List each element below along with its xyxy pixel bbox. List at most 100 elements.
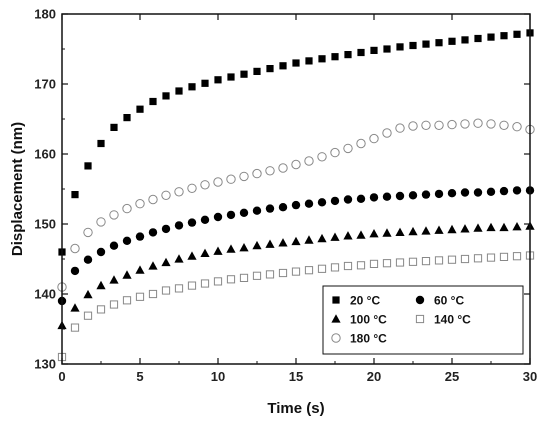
data-point [187,183,197,194]
data-point [460,188,470,197]
data-point [136,105,144,113]
data-point [487,33,495,41]
data-point [461,36,469,44]
data-point [252,168,262,179]
data-point [317,152,327,162]
data-point [70,323,80,332]
data-point [317,233,327,243]
y-tick-label: 170 [34,77,56,92]
data-point [305,57,313,65]
data-point [331,53,339,61]
x-tick-label: 20 [367,369,381,384]
data-point [408,121,418,131]
data-point [200,248,210,257]
data-point [187,218,197,227]
data-point [148,194,158,205]
data-point [499,120,509,131]
data-point [253,67,261,75]
data-point [422,40,430,48]
data-point [408,191,418,200]
data-point [356,230,366,239]
data-point [278,268,288,278]
data-point [330,196,340,206]
data-point [370,46,378,54]
data-point [512,222,522,231]
legend-label: 60 °C [434,294,464,308]
data-point [473,254,483,263]
data-point [135,265,145,274]
data-point [70,243,80,254]
legend-marker [331,333,341,343]
data-point [304,156,314,166]
data-point [252,240,262,250]
data-point [421,120,431,131]
data-point [460,119,470,129]
data-point [200,215,210,224]
data-point [395,258,405,267]
data-point [343,261,353,271]
data-point [279,62,287,70]
data-point [473,188,483,197]
data-point [213,177,223,187]
data-point [265,204,275,213]
data-point [304,266,314,275]
y-tick-label: 140 [34,287,56,302]
data-point [188,83,196,91]
data-point [226,210,236,220]
data-point [448,37,456,45]
data-point [83,255,93,264]
data-point [291,267,301,276]
data-point [70,303,80,312]
data-point [486,119,496,129]
data-point [409,41,417,50]
data-point [434,256,444,265]
data-point [344,51,352,59]
data-point [252,206,262,215]
data-point [135,232,145,241]
data-point [162,92,170,100]
data-point [317,264,327,273]
y-axis-title: Displacement (nm) [9,122,26,256]
data-point [447,224,457,234]
data-point [213,246,223,255]
data-point [291,236,301,246]
data-point [356,138,366,149]
data-point [447,189,457,198]
data-point [109,210,119,220]
data-point [369,259,379,268]
data-point [148,228,158,237]
data-point [174,284,184,293]
data-point [161,286,171,295]
data-point [148,289,158,299]
data-point [175,87,183,95]
data-point [486,222,496,232]
legend-marker [415,295,425,305]
data-point [174,221,184,230]
x-axis-title: Time (s) [267,400,324,417]
data-point [187,251,197,260]
data-point [486,253,496,262]
data-point [226,275,236,284]
data-point [226,244,236,253]
legend-label: 140 °C [434,313,471,327]
data-point [513,30,521,38]
data-point [161,224,171,234]
data-point [357,48,365,57]
data-point [512,186,522,195]
data-point [227,73,235,81]
data-point [396,43,404,51]
data-point [278,238,288,247]
data-point [122,270,132,279]
data-point [304,235,314,244]
data-point [135,199,145,209]
data-point [240,70,248,78]
data-point [512,252,522,261]
data-point [447,255,457,264]
chart-legend: 20 °C 60 °C 100 °C 140 °C 180 °C [322,285,524,355]
x-tick-label: 25 [445,369,459,384]
data-point [200,279,210,288]
data-point [96,280,106,290]
data-point [473,223,483,232]
data-point [278,203,288,212]
data-point [434,225,444,234]
